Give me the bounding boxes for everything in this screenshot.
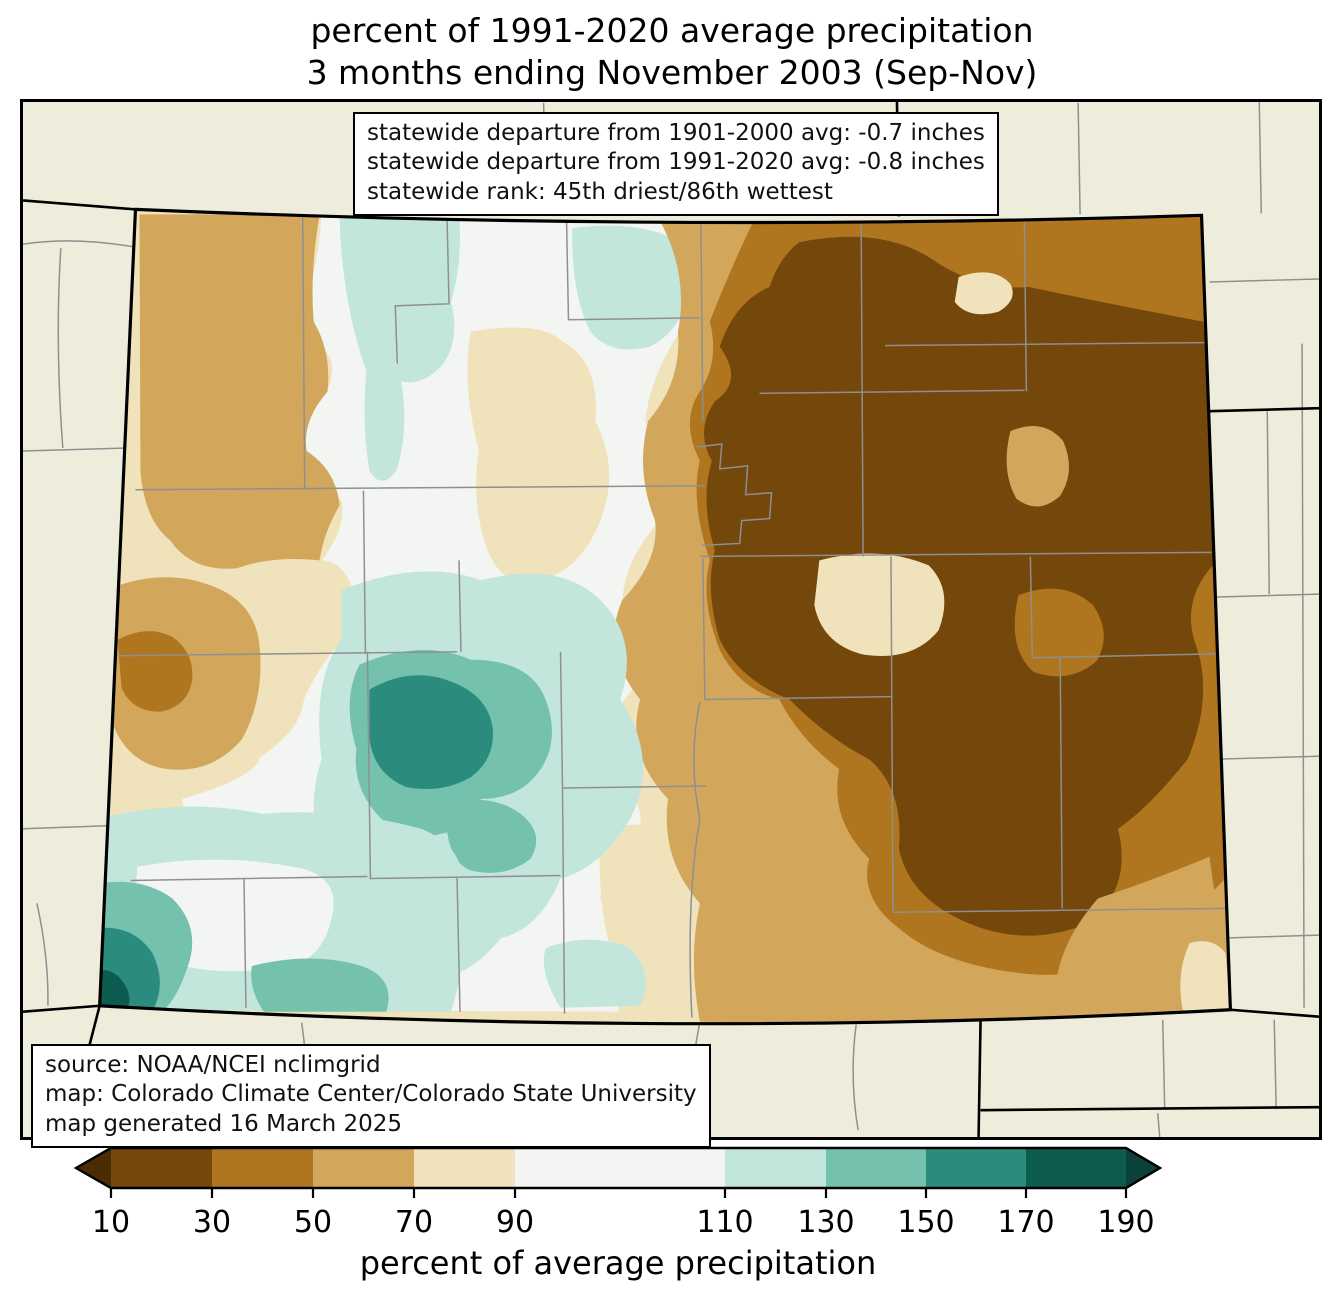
colorbar-tick-label-90: 90 bbox=[496, 1205, 534, 1240]
colorbar-segment-6 bbox=[826, 1148, 926, 1188]
map-frame: statewide departure from 1901-2000 avg: … bbox=[20, 99, 1322, 1149]
colorbar-tick-label-10: 10 bbox=[92, 1205, 130, 1240]
colorbar-segment-0 bbox=[111, 1148, 212, 1188]
layer-70-90-se-sliver bbox=[1180, 941, 1231, 1012]
colorbar-segment-5 bbox=[725, 1148, 826, 1188]
layer-130-150-bottom-band bbox=[251, 958, 389, 1012]
statewide-stats-box: statewide departure from 1901-2000 avg: … bbox=[353, 112, 999, 217]
colorbar-tick-label-130: 130 bbox=[797, 1205, 854, 1240]
colorbar-segment-8 bbox=[1026, 1148, 1126, 1188]
layer-170-190-sw-corner bbox=[99, 969, 130, 1012]
colorbar-segment-2 bbox=[313, 1148, 414, 1188]
title-line-2: 3 months ending November 2003 (Sep-Nov) bbox=[306, 53, 1038, 93]
colorado-precip-map bbox=[23, 102, 1319, 1137]
layer-30-50-hole-limon bbox=[1014, 588, 1104, 677]
colorbar-tick-label-50: 50 bbox=[294, 1205, 332, 1240]
layer-70-90-south-park bbox=[814, 553, 945, 657]
colorbar-tick-label-190: 190 bbox=[1097, 1205, 1154, 1240]
layer-30-50-west-core bbox=[117, 631, 193, 712]
colorado-state-border bbox=[97, 207, 1233, 1026]
colorbar-segment-4 bbox=[515, 1148, 725, 1188]
colorbar-segment-1 bbox=[212, 1148, 313, 1188]
source-line-1: source: NOAA/NCEI nclimgrid bbox=[45, 1052, 381, 1078]
layer-70-90-spot-north bbox=[954, 272, 1013, 315]
colorbar-segment-7 bbox=[926, 1148, 1026, 1188]
colorado-fill-layers bbox=[99, 209, 1231, 1024]
colorado-county-lines bbox=[112, 216, 1227, 1018]
colorbar-segment-3 bbox=[414, 1148, 515, 1188]
layer-130-150-south-blob bbox=[445, 799, 537, 873]
colorbar-axis-label: percent of average precipitation bbox=[359, 1244, 877, 1282]
layer-50-70-northwest bbox=[139, 214, 340, 569]
colorbar-arrow-right bbox=[1126, 1148, 1160, 1188]
layer-150-170-center-core bbox=[369, 675, 493, 790]
colorbar: 10 30 50 70 90 110 130 150 170 190 bbox=[73, 1146, 1163, 1240]
page-title: percent of 1991-2020 average precipitati… bbox=[0, 10, 1344, 94]
stats-line-3: statewide rank: 45th driest/86th wettest bbox=[367, 178, 833, 205]
colorbar-tick-label-150: 150 bbox=[897, 1205, 954, 1240]
stats-line-1: statewide departure from 1901-2000 avg: … bbox=[367, 120, 985, 146]
layer-110-130-north-lobe-a bbox=[339, 214, 460, 481]
source-line-2: map: Colorado Climate Center/Colorado St… bbox=[45, 1081, 697, 1108]
source-attribution-box: source: NOAA/NCEI nclimgrid map: Colorad… bbox=[31, 1044, 711, 1149]
colorbar-arrow-left bbox=[76, 1148, 111, 1188]
layer-10-30-northeast-core bbox=[704, 236, 1218, 936]
layer-50-70-hole-east bbox=[1006, 425, 1069, 507]
layer-70-90-tongue-center bbox=[467, 327, 610, 583]
source-line-3: map generated 16 March 2025 bbox=[45, 1110, 403, 1137]
colorbar-tick-label-30: 30 bbox=[193, 1205, 231, 1240]
title-line-1: percent of 1991-2020 average precipitati… bbox=[310, 11, 1034, 50]
colorbar-tick-label-110: 110 bbox=[696, 1205, 753, 1240]
colorbar-tick-label-70: 70 bbox=[395, 1205, 433, 1240]
stats-line-2: statewide departure from 1991-2020 avg: … bbox=[367, 149, 985, 176]
layer-110-130-south-spot bbox=[543, 939, 646, 1008]
colorbar-tick-label-170: 170 bbox=[997, 1205, 1054, 1240]
